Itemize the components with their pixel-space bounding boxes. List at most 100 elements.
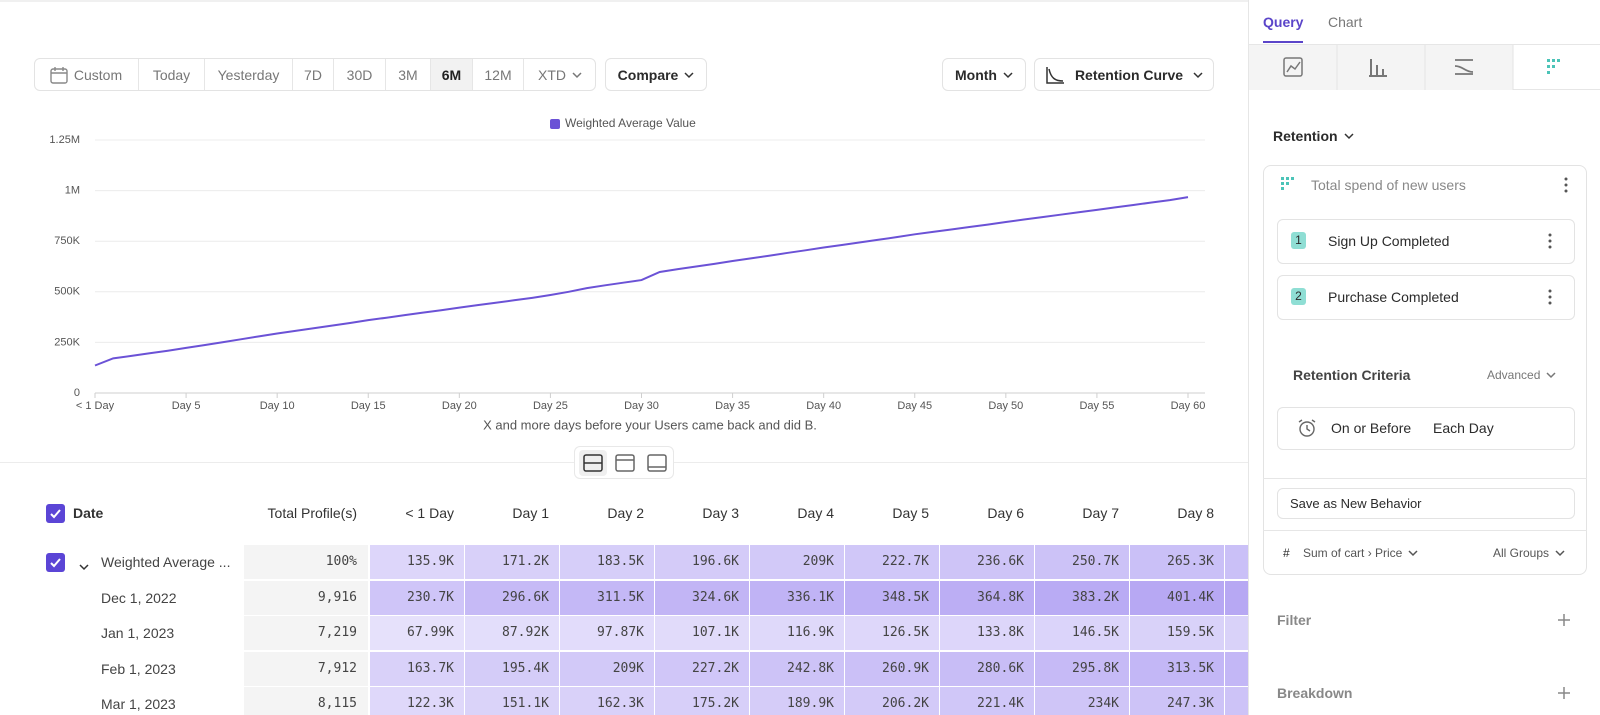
cell-value: 183.5K [597, 554, 644, 569]
heat-cell [370, 545, 464, 579]
cell-value: 311.5K [597, 589, 644, 605]
cell-value: 247.3K [1167, 696, 1214, 711]
chart: Weighted Average Value X and more days b… [49, 116, 1205, 432]
criteria-unit[interactable]: Each Day [1433, 420, 1494, 436]
column-header[interactable]: Day 4 [797, 505, 834, 521]
column-header[interactable]: Day 8 [1177, 505, 1214, 521]
heat-cell [940, 616, 1034, 650]
criteria-box[interactable] [1277, 407, 1575, 450]
cell-value: 265.3K [1167, 554, 1214, 569]
report-selector[interactable]: Retention [1273, 126, 1354, 146]
toolbar: Compare Month Retention Curve Custom Toda… [0, 0, 1248, 100]
cell-value: 151.1K [502, 696, 549, 711]
column-header[interactable]: Day 2 [607, 505, 644, 521]
row-label: Dec 1, 2022 [101, 589, 177, 606]
criteria-when[interactable]: On or Before [1331, 420, 1412, 436]
heat-cell [560, 687, 654, 715]
chevron [572, 71, 582, 78]
chevron [1003, 71, 1013, 78]
checkbox[interactable] [46, 504, 65, 523]
column-header[interactable]: Day 3 [702, 505, 739, 521]
chart-view-button[interactable]: Retention Curve [1034, 58, 1214, 91]
column-header[interactable]: Total Profile(s) [267, 505, 357, 521]
heat-cell [940, 580, 1034, 615]
profiles-cell-bg [244, 616, 368, 650]
divider [1263, 478, 1587, 479]
column-header[interactable]: < 1 Day [405, 505, 454, 521]
measure-selector[interactable]: Sum of cart › Price [1303, 544, 1418, 562]
calendar-icon [50, 66, 68, 84]
cell-value: 7,912 [317, 660, 357, 676]
step[interactable] [1277, 275, 1575, 320]
tab[interactable]: Chart [1328, 14, 1363, 30]
cell-value: 313.5K [1167, 660, 1214, 676]
chevron [1408, 550, 1418, 557]
cell-value: 162.3K [597, 696, 644, 711]
measure-symbol: # [1283, 546, 1290, 560]
date-range-button[interactable]: Yesterday [205, 59, 293, 90]
x-axis-label: X and more days before your Users came b… [483, 417, 817, 432]
kebab[interactable] [1563, 177, 1569, 193]
kebab[interactable] [1547, 233, 1553, 249]
tab[interactable]: Query [1263, 14, 1304, 30]
step-event: Purchase Completed [1328, 289, 1459, 305]
date-range-button[interactable]: 12M [473, 59, 524, 90]
mode-label: Advanced [1487, 368, 1541, 382]
tab-underline [1263, 41, 1303, 43]
heat-cell [845, 616, 939, 650]
heat-cell [1035, 687, 1129, 715]
cell-value: 107.1K [692, 625, 739, 640]
date-range-button[interactable]: 7D [293, 59, 334, 90]
cell-value: 296.6K [502, 589, 549, 605]
kebab[interactable] [1547, 289, 1553, 305]
button-label: Custom [73, 66, 123, 83]
cell-value: 209K [802, 554, 834, 569]
date-range-button[interactable]: Today [139, 59, 205, 90]
heat-cell [1130, 580, 1224, 615]
heat-cell [1130, 616, 1224, 650]
date-range-button[interactable]: 3M [386, 59, 431, 90]
heat-cell [465, 580, 559, 615]
add-filter[interactable] [1557, 613, 1571, 627]
chevron [1555, 550, 1565, 557]
legend-label: Weighted Average Value [565, 116, 696, 130]
date-range-button[interactable]: Custom [34, 59, 139, 90]
heat-cell [845, 580, 939, 615]
measure-label: Sum of cart › Price [1303, 546, 1403, 560]
x-tick-label: < 1 Day [76, 400, 115, 412]
date-range-button[interactable]: 30D [334, 59, 386, 90]
heat-cell [845, 687, 939, 715]
column-header[interactable]: Day 7 [1082, 505, 1119, 521]
groups-selector[interactable]: All Groups [1493, 544, 1565, 562]
step[interactable] [1277, 219, 1575, 264]
save-button[interactable] [1277, 488, 1575, 519]
column-header[interactable]: Day 1 [512, 505, 549, 521]
column-header[interactable]: Day 5 [892, 505, 929, 521]
heat-cell [940, 687, 1034, 715]
button-label: Month [955, 66, 997, 83]
heat-cell [465, 616, 559, 650]
column-header[interactable]: Day 6 [987, 505, 1024, 521]
heat-cell [1225, 651, 1248, 686]
report-type-icons [1249, 45, 1560, 90]
metric-name[interactable]: Total spend of new users [1311, 177, 1466, 193]
interval-button[interactable]: Month [942, 58, 1026, 91]
date-range-button[interactable]: 6M [431, 59, 473, 90]
button-label: Compare [617, 66, 679, 83]
heat-cell [1035, 545, 1129, 579]
cell-value: 295.8K [1072, 660, 1119, 676]
profiles-cell-bg [244, 545, 368, 579]
compare-button[interactable]: Compare [605, 58, 707, 91]
cell-value: 87.92K [502, 625, 549, 640]
cell-value: 324.6K [692, 589, 739, 605]
checkbox[interactable] [46, 553, 65, 572]
layout-toggle[interactable] [574, 446, 674, 479]
criteria-mode[interactable]: Advanced [1487, 366, 1556, 384]
expand-chevron[interactable] [79, 558, 89, 571]
cell-value: 348.5K [882, 589, 929, 605]
heat-cell [655, 616, 749, 650]
date-range-button[interactable]: XTD [524, 59, 596, 90]
add-breakdown[interactable] [1557, 686, 1571, 700]
column-header[interactable]: Date [73, 505, 104, 521]
cell-value: 383.2K [1072, 589, 1119, 605]
